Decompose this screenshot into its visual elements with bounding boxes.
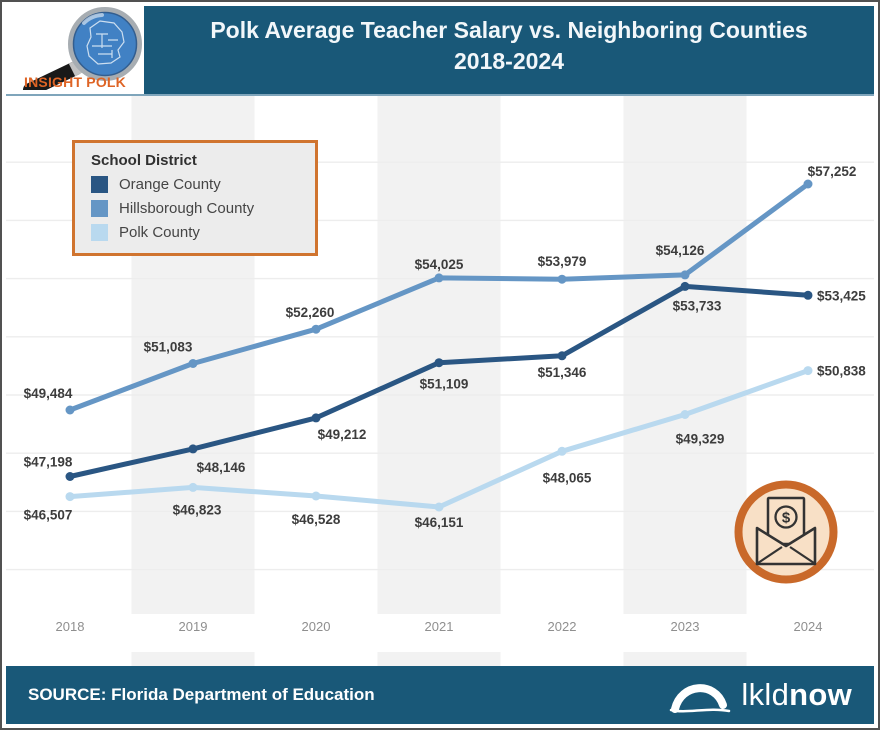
legend-item-polk-county: Polk County [91, 224, 303, 241]
data-point-orange-county [311, 413, 321, 423]
data-label: $49,212 [318, 427, 367, 442]
data-label: $57,252 [808, 164, 857, 179]
x-axis-label: 2018 [55, 619, 85, 634]
legend-swatch [91, 224, 108, 241]
data-label: $48,146 [197, 460, 246, 475]
legend-box: School District Orange County Hillsboroug… [72, 140, 318, 256]
polk-map-icon [86, 20, 125, 65]
data-point-hillsborough-county [65, 405, 75, 415]
year-band-stub [623, 652, 747, 666]
chart-area: $47,198 $48,146 $49,212 $51,109 $51,346 $53,7… [6, 96, 874, 666]
data-label: $53,979 [538, 254, 587, 269]
data-point-polk-county [188, 482, 198, 492]
data-label: $49,484 [24, 386, 73, 401]
data-point-hillsborough-county [557, 274, 567, 284]
footer-bar: SOURCE: Florida Department of Education … [6, 666, 874, 724]
data-label: $52,260 [286, 305, 335, 320]
source-text: SOURCE: Florida Department of Education [28, 685, 375, 704]
data-label: $46,528 [292, 512, 341, 527]
data-point-orange-county [557, 351, 567, 361]
data-label: $54,025 [415, 257, 464, 272]
data-label: $47,198 [24, 455, 73, 470]
year-band-stub [377, 652, 501, 666]
data-label: $51,083 [144, 340, 193, 355]
x-axis-label: 2019 [178, 619, 208, 634]
data-point-polk-county [434, 502, 444, 512]
x-axis-label: 2023 [670, 619, 700, 634]
x-axis-label: 2021 [424, 619, 454, 634]
data-point-polk-county [65, 492, 75, 502]
data-point-polk-county [680, 410, 690, 419]
legend-item-hillsborough-county: Hillsborough County [91, 200, 303, 217]
data-label: $46,507 [24, 508, 73, 523]
legend-items: Orange County Hillsborough County Polk Cou… [91, 176, 303, 241]
data-point-orange-county [188, 444, 198, 454]
insight-polk-logo: INSIGHT POLK [6, 6, 144, 94]
data-label: $50,838 [817, 364, 866, 379]
dollar-sign: $ [782, 510, 791, 527]
money-envelope-icon: $ [734, 480, 838, 584]
legend-label: Polk County [119, 224, 200, 241]
data-point-hillsborough-county [434, 273, 444, 283]
data-point-hillsborough-county [188, 359, 198, 368]
brand-bold: now [789, 677, 852, 712]
legend-label: Hillsborough County [119, 200, 255, 217]
legend-label: Orange County [119, 176, 221, 193]
legend-title: School District [91, 152, 197, 169]
data-point-orange-county [65, 472, 75, 481]
data-point-hillsborough-county [803, 179, 813, 189]
x-axis-label: 2022 [547, 619, 577, 634]
legend-swatch [91, 176, 108, 193]
data-label: $49,329 [676, 432, 725, 447]
magnifier-icon [23, 7, 142, 90]
legend-swatch [91, 200, 108, 217]
data-label: $53,425 [817, 288, 866, 303]
data-point-polk-county [803, 366, 813, 376]
data-point-orange-county [434, 358, 444, 368]
data-label: $51,346 [538, 365, 587, 380]
data-label: $48,065 [543, 470, 592, 485]
brand-light: lkld [741, 677, 790, 712]
data-label: $46,823 [173, 502, 222, 517]
data-point-polk-county [311, 491, 321, 501]
lkldnow-logo: lkldnow [668, 671, 852, 719]
title-line-1: Polk Average Teacher Salary vs. Neighbor… [210, 17, 808, 43]
year-band [377, 96, 501, 614]
data-label: $54,126 [656, 243, 705, 258]
logo-text: INSIGHT POLK [24, 74, 126, 90]
data-label: $51,109 [420, 377, 469, 392]
year-band [623, 96, 747, 614]
x-axis-label: 2020 [301, 619, 331, 634]
data-point-polk-county [557, 446, 567, 456]
chart-title: Polk Average Teacher Salary vs. Neighbor… [144, 6, 874, 94]
arch-icon [670, 684, 731, 713]
data-label: $53,733 [673, 298, 722, 313]
data-point-orange-county [680, 281, 690, 291]
header-bar: INSIGHT POLK Polk Average Teacher Salary… [6, 6, 874, 96]
brand-text: lkldnow [741, 677, 852, 713]
data-point-hillsborough-county [311, 324, 321, 334]
legend-item-orange-county: Orange County [91, 176, 303, 193]
year-band-stub [131, 652, 255, 666]
data-point-hillsborough-county [680, 270, 690, 280]
title-line-2: 2018-2024 [454, 48, 564, 74]
data-label: $46,151 [415, 515, 464, 530]
x-axis-label: 2024 [793, 619, 823, 634]
data-point-orange-county [803, 290, 813, 300]
